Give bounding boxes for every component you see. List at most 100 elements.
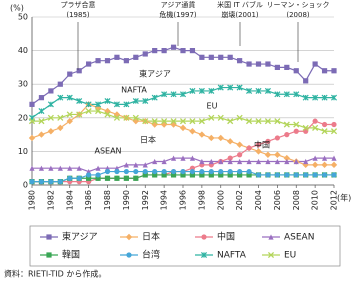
marker [86, 172, 92, 178]
legend-box [29, 225, 341, 267]
legend-label: 中国 [217, 231, 235, 243]
marker [312, 61, 318, 67]
marker [152, 168, 158, 175]
marker [47, 101, 54, 108]
marker [161, 158, 167, 165]
marker [85, 101, 92, 108]
marker [123, 168, 129, 175]
marker [142, 168, 148, 175]
marker [303, 78, 309, 84]
marker [133, 54, 139, 60]
marker [151, 94, 158, 101]
marker [133, 175, 139, 181]
marker [113, 114, 120, 121]
marker [227, 158, 233, 165]
marker [179, 118, 187, 125]
marker [311, 161, 319, 169]
marker [321, 128, 328, 135]
annotation: 米国 IT バブル [217, 0, 263, 9]
marker [274, 91, 281, 98]
series-label: EU [207, 102, 218, 111]
marker [104, 58, 111, 64]
x-tick-label: 1986 [84, 190, 93, 210]
marker [142, 162, 148, 168]
marker [321, 155, 328, 161]
marker [246, 118, 253, 125]
marker [114, 175, 120, 181]
marker [227, 84, 234, 91]
marker [142, 97, 149, 105]
marker [29, 101, 35, 107]
marker [312, 172, 318, 178]
marker [38, 165, 45, 171]
marker [264, 118, 271, 125]
x-tick-label: 1990 [122, 190, 131, 210]
marker [274, 158, 280, 165]
marker [302, 124, 309, 131]
marker [265, 61, 271, 67]
y-tick-label: 30 [18, 80, 28, 89]
marker [274, 135, 280, 141]
marker [321, 94, 328, 101]
marker [303, 158, 309, 165]
x-tick-label: 1982 [46, 190, 55, 210]
marker [246, 87, 253, 94]
source-note: 資料：RIETI-TID から作成。 [4, 269, 106, 279]
marker [217, 134, 224, 142]
marker [95, 101, 102, 108]
marker [321, 68, 328, 74]
marker [246, 168, 252, 175]
legend-label: 台湾 [142, 249, 160, 261]
marker [274, 64, 280, 70]
marker [201, 234, 207, 240]
marker [95, 175, 101, 181]
marker [198, 131, 206, 138]
marker [57, 114, 64, 121]
marker [67, 165, 73, 171]
marker [142, 118, 149, 125]
marker [312, 94, 319, 101]
x-tick-label: 2006 [273, 190, 282, 210]
marker [189, 128, 196, 135]
marker [236, 84, 243, 91]
marker [47, 114, 54, 121]
marker [208, 134, 215, 142]
annotation: リーマン・ショック [267, 1, 330, 9]
marker [237, 168, 243, 175]
marker [179, 91, 187, 98]
marker [189, 118, 196, 125]
marker [95, 108, 102, 115]
marker [152, 158, 158, 165]
marker [264, 87, 271, 94]
marker [29, 165, 35, 171]
marker [255, 142, 262, 148]
y-tick-label: 50 [18, 13, 28, 22]
y-axis-label: (%) [10, 4, 24, 13]
marker [198, 87, 205, 94]
x-tick-label: 2002 [235, 190, 244, 210]
marker [76, 175, 82, 181]
marker [142, 51, 148, 57]
marker [331, 121, 337, 128]
marker [255, 148, 262, 155]
marker [76, 68, 82, 74]
x-tick-label: 1998 [197, 190, 206, 210]
legend-item: 台湾 [120, 249, 160, 261]
annotation: プラザ合意 [61, 0, 96, 9]
marker [95, 165, 101, 171]
marker [76, 165, 82, 171]
annotation: 危機(1997) [159, 10, 197, 19]
legend-item: ASEAN [262, 233, 314, 243]
marker [321, 121, 328, 128]
marker [161, 91, 168, 98]
marker [151, 121, 158, 128]
marker [151, 118, 158, 125]
series-label: NAFTA [121, 86, 147, 95]
x-tick-label: 2004 [254, 190, 263, 210]
marker [321, 161, 328, 169]
marker [57, 179, 63, 185]
marker [38, 179, 45, 185]
marker [274, 118, 281, 125]
marker [293, 172, 299, 178]
marker [331, 172, 337, 178]
